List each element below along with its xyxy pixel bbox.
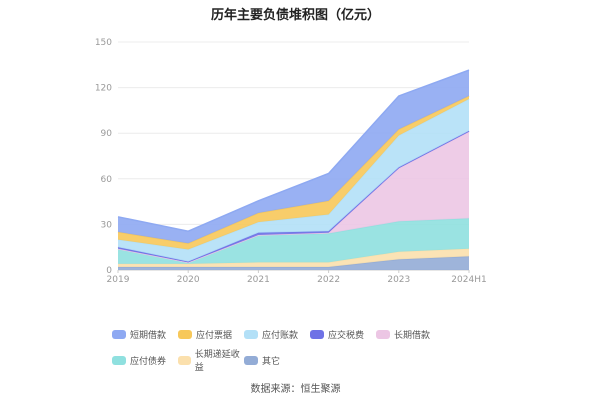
- legend-item[interactable]: 应交税费: [310, 328, 376, 341]
- y-tick-label: 60: [101, 175, 113, 185]
- y-tick-label: 30: [101, 220, 113, 230]
- legend-label: 应付票据: [196, 331, 233, 341]
- legend-item[interactable]: 其它: [244, 347, 310, 373]
- chart-title: 历年主要负债堆积图（亿元）: [210, 8, 380, 23]
- area-series-长期借款: [118, 131, 469, 263]
- legend-label: 长期递延收益: [194, 350, 240, 373]
- stacked-area-chart: 0 30 60 90 120 150 2019 2020 2021 2022 2023 2024H1: [95, 38, 487, 285]
- legend-item[interactable]: 短期借款: [112, 328, 178, 341]
- legend-label: 短期借款: [130, 331, 167, 341]
- legend-label: 其它: [262, 356, 281, 367]
- legend-swatch: [178, 355, 191, 365]
- chart-legend: 短期借款 应付票据 应付账款 应交税费 长期借款应付债券 长期递延收益 其它: [112, 328, 502, 373]
- x-tick-label: 2022: [317, 275, 340, 285]
- legend-label: 长期借款: [394, 331, 431, 341]
- area-series-应付账款: [118, 99, 469, 262]
- y-tick-label: 0: [106, 266, 112, 276]
- legend-swatch: [310, 330, 324, 339]
- y-tick-label: 150: [95, 38, 112, 48]
- legend-swatch: [244, 330, 258, 339]
- area-series-应付债券: [118, 218, 469, 264]
- legend-swatch: [244, 355, 258, 365]
- legend-label: 应付账款: [262, 331, 299, 341]
- x-tick-label: 2023: [387, 275, 410, 285]
- legend-item[interactable]: 长期借款: [376, 328, 442, 341]
- legend-item[interactable]: 长期递延收益: [178, 347, 244, 373]
- legend-item[interactable]: 应付票据: [178, 328, 244, 341]
- data-source: 数据来源：恒生聚源: [250, 384, 341, 395]
- area-series: [117, 69, 470, 270]
- legend-label: 应付债券: [130, 356, 167, 367]
- legend-swatch: [112, 355, 126, 365]
- legend-swatch: [178, 330, 192, 339]
- legend-swatch: [376, 330, 390, 339]
- y-tick-label: 120: [95, 84, 112, 94]
- area-series-其它: [118, 256, 469, 270]
- x-tick-label: 2021: [247, 275, 270, 285]
- legend-item[interactable]: 应付债券: [112, 347, 178, 373]
- x-tick-label: 2024H1: [451, 275, 486, 285]
- area-series-短期借款: [118, 70, 469, 244]
- area-edge-短期借款: [117, 69, 470, 233]
- y-tick-label: 90: [101, 129, 113, 139]
- legend-swatch: [112, 330, 126, 339]
- legend-label: 应交税费: [328, 331, 365, 341]
- x-tick-label: 2020: [177, 275, 200, 285]
- x-tick-label: 2019: [107, 275, 130, 285]
- legend-item[interactable]: 应付账款: [244, 328, 310, 341]
- axes: 0 30 60 90 120 150 2019 2020 2021 2022 2023 2024H1: [95, 38, 487, 285]
